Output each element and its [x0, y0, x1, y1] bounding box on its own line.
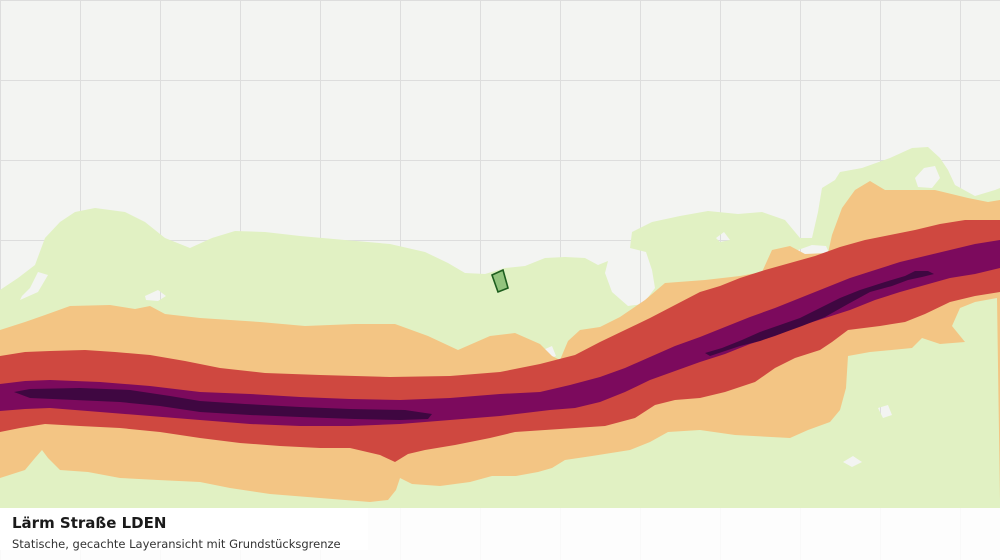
legend-box: Lärm Straße LDEN Statische, gecachte Lay…	[0, 508, 368, 551]
noise-band-high	[0, 240, 1000, 426]
layer-title: Lärm Straße LDEN	[12, 514, 167, 532]
parcel-boundary[interactable]	[491, 268, 509, 294]
layer-subtitle: Statische, gecachte Layeransicht mit Gru…	[12, 537, 341, 551]
legend-panel: Lärm Straße LDEN Statische, gecachte Lay…	[0, 508, 1000, 560]
